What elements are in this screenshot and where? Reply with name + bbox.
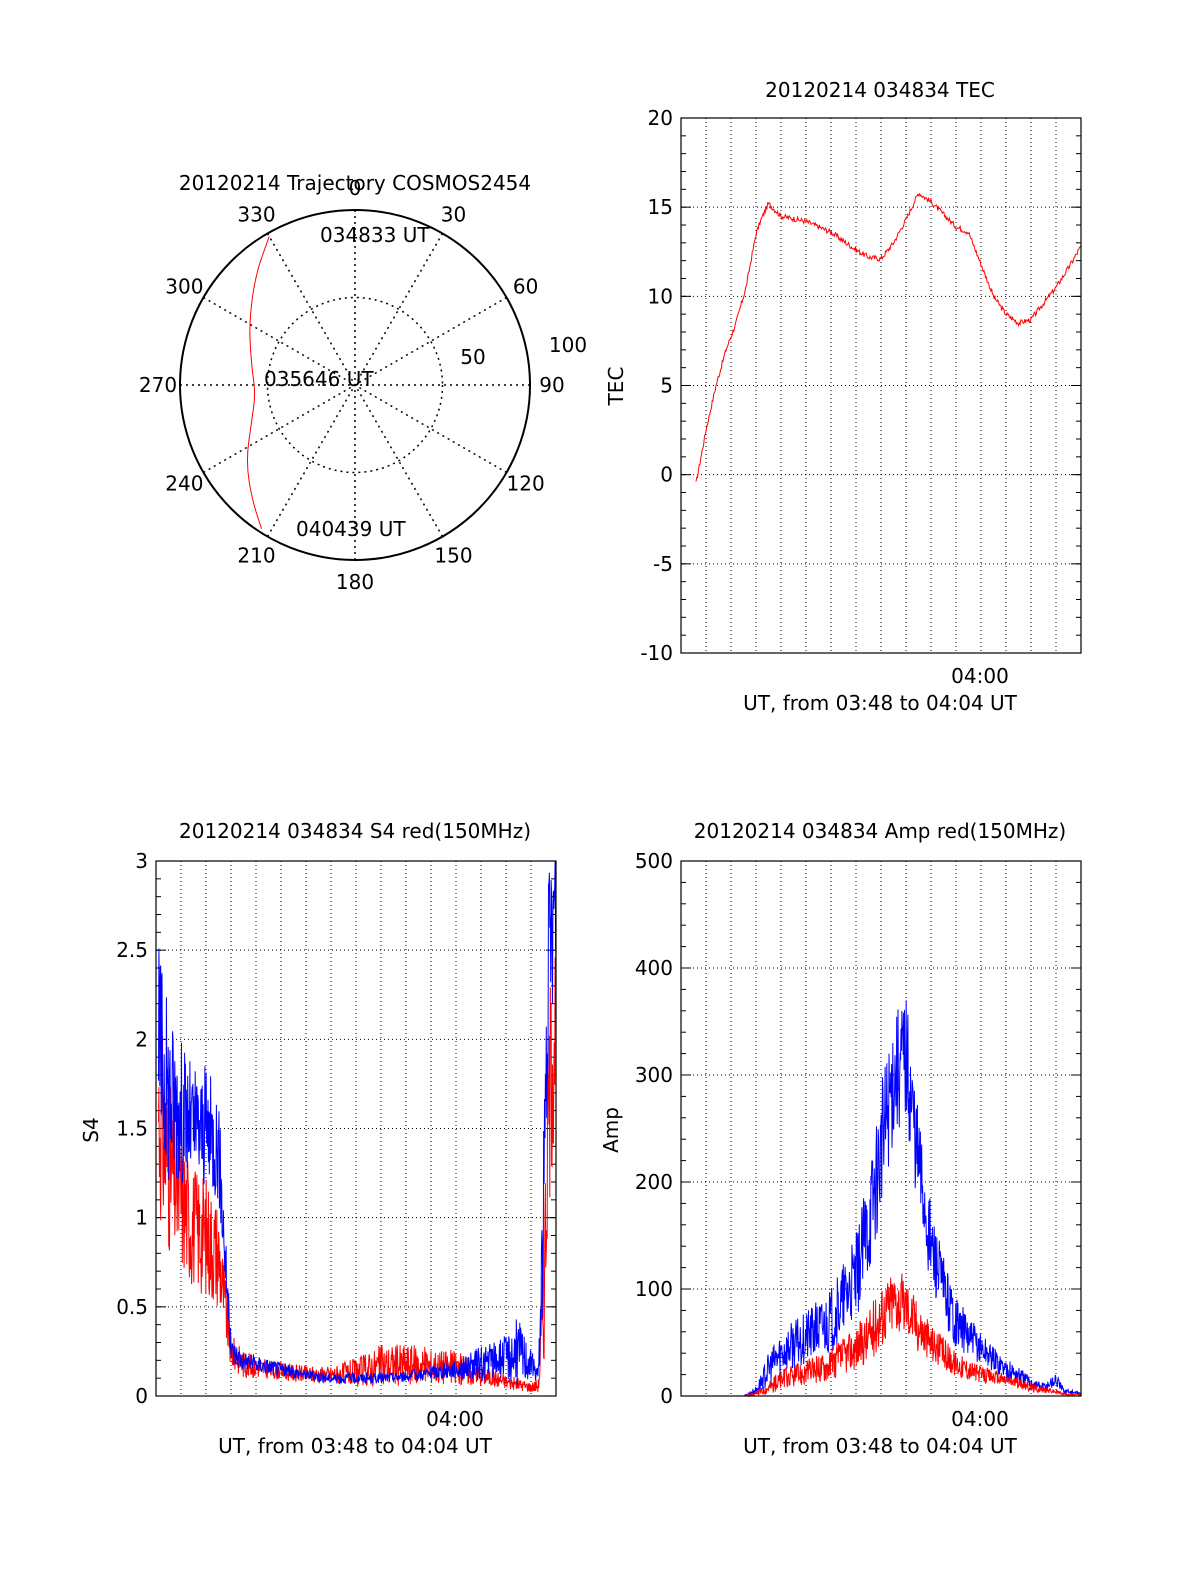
polar-spoke [266, 233, 444, 537]
polar-azimuth-label: 180 [336, 570, 374, 594]
s4-chart: 20120214 034834 S4 red(150MHz) S4 04:00 … [79, 819, 557, 1458]
polar-radial-label: 100 [549, 333, 587, 357]
polar-radial-label: 50 [460, 345, 485, 369]
polar-azimuth-label: 270 [139, 373, 177, 397]
polar-azimuth-label: 150 [434, 544, 472, 568]
amp-chart: 20120214 034834 Amp red(150MHz) Amp 04:0… [599, 819, 1082, 1458]
polar-azimuth-labels: 0 30 60 90 120 150 180 210 240 270 300 330 [139, 176, 565, 594]
tec-xlabel: UT, from 03:48 to 04:04 UT [743, 691, 1018, 715]
s4-title: 20120214 034834 S4 red(150MHz) [179, 819, 531, 843]
polar-azimuth-label: 210 [237, 544, 275, 568]
s4-xlabel: UT, from 03:48 to 04:04 UT [218, 1434, 493, 1458]
series-line [693, 1273, 1082, 1398]
s4-ylabel: S4 [79, 1117, 103, 1142]
polar-azimuth-label: 240 [165, 472, 203, 496]
trajectory-mid-label: 035646 UT [264, 367, 374, 391]
trajectory-start-label: 034833 UT [320, 223, 430, 247]
polar-grid [179, 209, 531, 561]
polar-azimuth-label: 0 [349, 176, 362, 200]
trajectory-polar-plot: 20120214 Trajectory COSMOS2454 0 30 60 90 12… [139, 171, 587, 594]
y-tick-label: 2.5 [116, 938, 148, 962]
trajectory-line [246, 236, 270, 529]
polar-azimuth-label: 330 [237, 202, 275, 226]
tec-ylabel: TEC [604, 367, 628, 407]
y-tick-label: 1.5 [116, 1117, 148, 1141]
series-line [158, 902, 557, 1393]
plot-frame [155, 860, 557, 1397]
amp-title: 20120214 034834 Amp red(150MHz) [694, 819, 1066, 843]
polar-inner-circle [266, 296, 444, 474]
y-tick-label: -10 [640, 641, 673, 665]
amp-ylabel: Amp [599, 1107, 623, 1153]
y-tick-label: 1 [135, 1206, 148, 1230]
s4-xtick-label: 04:00 [426, 1407, 484, 1431]
polar-radial-labels: 50 100 [460, 333, 587, 369]
y-tick-label: 5 [660, 374, 673, 398]
y-tick-label: 15 [648, 195, 673, 219]
y-tick-label: 20 [648, 106, 673, 130]
polar-azimuth-label: 30 [441, 202, 466, 226]
y-tick-label: -5 [653, 552, 673, 576]
polar-azimuth-label: 60 [513, 275, 538, 299]
trajectory-end-label: 040439 UT [296, 517, 406, 541]
polar-azimuth-label: 120 [507, 472, 545, 496]
series-line [695, 192, 1082, 482]
y-tick-label: 10 [648, 284, 673, 308]
polar-title: 20120214 Trajectory COSMOS2454 [179, 171, 531, 195]
tec-xtick-label: 04:00 [951, 664, 1009, 688]
y-tick-label: 0 [660, 1384, 673, 1408]
y-tick-label: 0 [135, 1384, 148, 1408]
polar-azimuth-label: 300 [165, 275, 203, 299]
y-tick-label: 200 [635, 1170, 673, 1194]
plot-frame [680, 117, 1082, 654]
tec-title: 20120214 034834 TEC [765, 78, 995, 102]
amp-xlabel: UT, from 03:48 to 04:04 UT [743, 1434, 1018, 1458]
y-tick-label: 500 [635, 849, 673, 873]
series-line [693, 1000, 1082, 1398]
tec-chart: 20120214 034834 TEC TEC 04:00 UT, from 0… [604, 78, 1082, 715]
y-tick-label: 0 [660, 463, 673, 487]
series-line [158, 860, 557, 1386]
y-tick-label: 300 [635, 1063, 673, 1087]
plot-frame [680, 860, 1082, 1397]
y-tick-label: 100 [635, 1277, 673, 1301]
y-tick-label: 2 [135, 1027, 148, 1051]
y-tick-label: 3 [135, 849, 148, 873]
y-tick-label: 0.5 [116, 1295, 148, 1319]
y-tick-label: 400 [635, 956, 673, 980]
polar-azimuth-label: 90 [539, 373, 564, 397]
amp-xtick-label: 04:00 [951, 1407, 1009, 1431]
